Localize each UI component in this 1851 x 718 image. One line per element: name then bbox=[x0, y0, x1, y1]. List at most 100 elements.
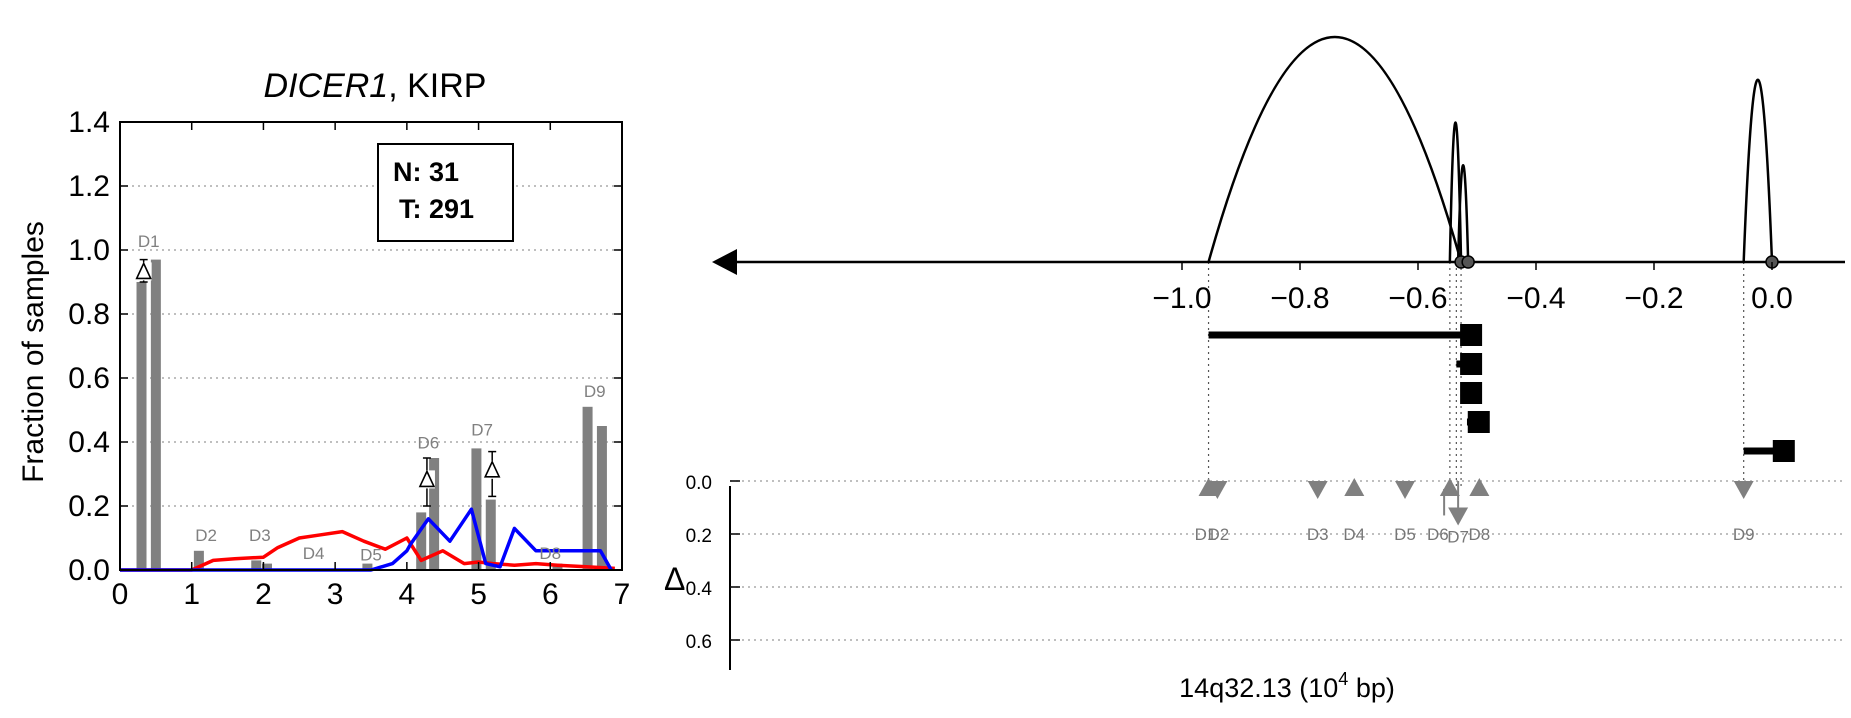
bar bbox=[596, 426, 607, 570]
splicing-arc bbox=[1456, 164, 1470, 263]
domain-marker-label: D4 bbox=[1343, 525, 1365, 544]
domain-marker-label: D8 bbox=[1468, 525, 1490, 544]
domain-marker-down bbox=[1395, 480, 1416, 499]
domain-label: D1 bbox=[138, 232, 160, 251]
domain-label: D9 bbox=[584, 382, 606, 401]
x-tick-label: 0.0 bbox=[1751, 282, 1793, 315]
domain-label: D6 bbox=[418, 433, 440, 452]
strand-arrow-icon bbox=[712, 249, 737, 275]
legend-box-frame bbox=[377, 143, 514, 242]
domain-marker-label: D2 bbox=[1208, 525, 1230, 544]
bar bbox=[362, 563, 373, 570]
domain-marker-label: D3 bbox=[1307, 525, 1329, 544]
normal-count: N: 31 bbox=[393, 157, 459, 187]
y-tick-label: 0.2 bbox=[68, 490, 110, 523]
domain-marker-down bbox=[1448, 507, 1469, 526]
x-tick-label: −1.0 bbox=[1152, 282, 1211, 315]
gene-track-end bbox=[1467, 411, 1490, 433]
plot-frame bbox=[119, 121, 623, 571]
x-tick-label: 7 bbox=[614, 578, 631, 611]
x-tick-label: 5 bbox=[470, 578, 487, 611]
x-tick-label: 6 bbox=[542, 578, 559, 611]
series-line bbox=[120, 529, 615, 572]
domain-label: D8 bbox=[539, 544, 561, 563]
domain-marker-down bbox=[1307, 480, 1328, 499]
y-tick-label: 1.0 bbox=[68, 234, 110, 267]
y-tick-label: 0.6 bbox=[68, 362, 110, 395]
line-series bbox=[120, 507, 615, 572]
delta-marker bbox=[418, 469, 436, 488]
gene-track-end bbox=[1460, 353, 1483, 375]
x-axis-ticks: −1.0 −0.8 −0.6 −0.4 −0.2 0.0 bbox=[1152, 262, 1793, 315]
x-tick-label: −0.6 bbox=[1388, 282, 1447, 315]
bar bbox=[251, 560, 262, 570]
x-tick-label: 3 bbox=[327, 578, 344, 611]
y-tick-label: 0.8 bbox=[68, 298, 110, 331]
splicing-arc bbox=[1207, 36, 1463, 263]
domain-marker-label: D9 bbox=[1733, 525, 1755, 544]
splicing-structure-chart: −1.0 −0.8 −0.6 −0.4 −0.2 0.0 0.0 0.2 0.4 0.6 Δ D… bbox=[664, 36, 1845, 703]
chart-title: DICER1, KIRP bbox=[264, 67, 487, 105]
domain-marker-label: D6 bbox=[1427, 525, 1449, 544]
delta-grid: 0.0 0.2 0.4 0.6 bbox=[686, 473, 1845, 653]
delta-tick-label: 0.6 bbox=[686, 632, 712, 653]
bar bbox=[262, 563, 273, 570]
domain-label: D4 bbox=[303, 544, 325, 563]
bar bbox=[193, 550, 204, 570]
gene-track-end bbox=[1460, 382, 1483, 404]
gene-track-end bbox=[1772, 440, 1795, 462]
gene-track-end bbox=[1460, 324, 1483, 346]
delta-marker bbox=[135, 261, 152, 280]
x-tick-label: 2 bbox=[255, 578, 272, 611]
y-tick-label: 1.4 bbox=[68, 106, 110, 139]
y-tick-label: 0.4 bbox=[68, 426, 110, 459]
delta-marker bbox=[483, 459, 501, 478]
domain-label: D7 bbox=[471, 421, 493, 440]
gene-track-bars bbox=[1208, 324, 1795, 462]
x-tick-label: −0.2 bbox=[1624, 282, 1683, 315]
sample-count-box: N: 31 T: 291 bbox=[377, 143, 514, 242]
y-tick-label: 0.0 bbox=[68, 554, 110, 587]
bar-series bbox=[136, 259, 607, 570]
splicing-arcs bbox=[1207, 36, 1774, 263]
domain-label: D5 bbox=[360, 545, 382, 564]
bar bbox=[582, 406, 593, 570]
delta-axis-label: Δ bbox=[664, 561, 685, 597]
x-tick-label: 0 bbox=[112, 578, 129, 611]
x-tick-label: 1 bbox=[183, 578, 200, 611]
domain-marker-down bbox=[1733, 480, 1754, 499]
delta-tick-label: 0.2 bbox=[686, 526, 712, 547]
axis-ticks: 0.0 0.2 0.4 0.6 0.8 1.0 1.2 1.4 0 1 2 3 4 5 6 7 bbox=[68, 106, 630, 611]
bar bbox=[136, 282, 147, 570]
domain-marker-down bbox=[1207, 480, 1228, 499]
domain-label: D3 bbox=[249, 526, 271, 545]
bar bbox=[416, 512, 427, 570]
bar bbox=[471, 448, 482, 570]
series-line bbox=[120, 507, 613, 572]
x-tick-label: −0.8 bbox=[1270, 282, 1329, 315]
x-tick-label: 4 bbox=[399, 578, 416, 611]
y-axis-label: Fraction of samples bbox=[17, 221, 50, 483]
delta-tick-label: 0.4 bbox=[686, 579, 713, 600]
domain-marker-label: D5 bbox=[1394, 525, 1416, 544]
delta-tick-label: 0.0 bbox=[686, 473, 712, 494]
domain-labels: D1 D2 D3 D4 D5 D6 D7 D8 D9 bbox=[138, 232, 606, 565]
tumor-count: T: 291 bbox=[399, 194, 474, 224]
bar bbox=[150, 259, 161, 570]
x-tick-label: −0.4 bbox=[1506, 282, 1565, 315]
domain-marker-label: D7 bbox=[1447, 527, 1469, 546]
domain-label: D2 bbox=[195, 526, 217, 545]
grid-lines bbox=[120, 185, 622, 507]
bar bbox=[429, 458, 440, 570]
domain-marker-up bbox=[1344, 477, 1365, 496]
domain-marker-label: D1 bbox=[1195, 525, 1217, 544]
x-axis-label: 14q32.13 (104 bp) bbox=[1179, 669, 1395, 703]
y-tick-label: 1.2 bbox=[68, 170, 110, 203]
junction-dot bbox=[1461, 255, 1475, 269]
delta-markers bbox=[135, 258, 501, 507]
splicing-arc bbox=[1742, 78, 1774, 263]
domain-marker-up bbox=[1469, 477, 1490, 496]
